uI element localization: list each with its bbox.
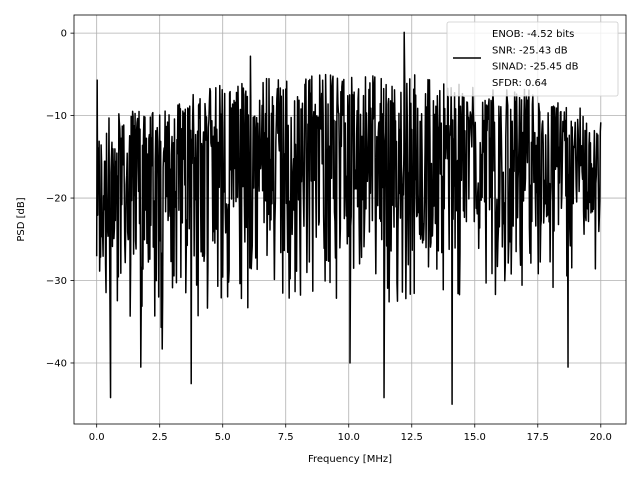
legend-box	[446, 21, 619, 97]
legend: ENOB: -4.52 bits SNR: -25.43 dB SINAD: -25…	[446, 21, 619, 97]
x-tick-label: 20.0	[590, 432, 612, 443]
y-tick-label: −10	[46, 111, 67, 122]
legend-text: ENOB: -4.52 bits SNR: -25.43 dB SINAD: -25…	[492, 29, 579, 89]
x-tick-label: 17.5	[527, 432, 549, 443]
y-axis-label: PSD [dB]	[16, 197, 27, 241]
x-axis-label: Frequency [MHz]	[308, 454, 392, 465]
legend-entry-line: SNR: -25.43 dB	[492, 45, 568, 56]
x-tick-label: 2.5	[152, 432, 168, 443]
y-tick-label: −30	[46, 276, 67, 287]
x-tick-label: 12.5	[401, 432, 423, 443]
x-tick-label: 15.0	[464, 432, 486, 443]
y-axis-ticks: 0 −10 −20 −30 −40	[46, 29, 74, 369]
x-tick-label: 7.5	[278, 432, 294, 443]
legend-entry-line: SFDR: 0.64	[492, 78, 547, 89]
x-tick-label: 0.0	[89, 432, 105, 443]
legend-entry-line: SINAD: -25.45 dB	[492, 62, 579, 73]
y-tick-label: −40	[46, 358, 67, 369]
psd-series-line	[95, 31, 602, 405]
x-tick-label: 10.0	[338, 432, 360, 443]
x-axis-ticks: 0.0 2.5 5.0 7.5 10.0 12.5 15.0 17.5 20.0	[89, 424, 612, 443]
y-tick-label: −20	[46, 194, 67, 205]
line-layer	[95, 31, 602, 405]
axes-frame	[73, 14, 627, 425]
legend-entry-line: ENOB: -4.52 bits	[492, 29, 574, 40]
y-tick-label: 0	[61, 29, 67, 40]
x-tick-label: 5.0	[215, 432, 231, 443]
